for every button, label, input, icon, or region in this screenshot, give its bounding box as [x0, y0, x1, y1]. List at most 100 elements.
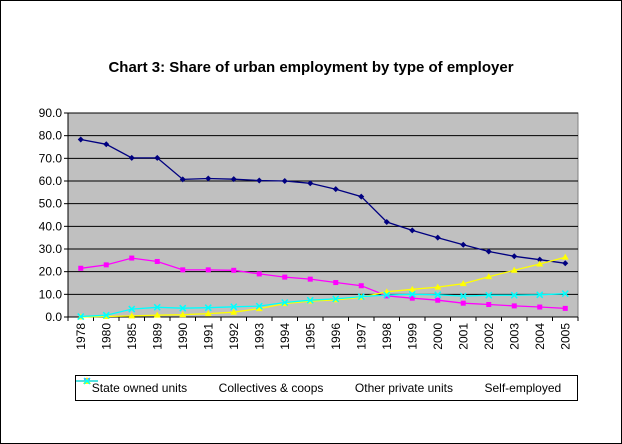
data-point-other-private-units	[230, 308, 238, 315]
x-tick-label: 1996	[329, 323, 343, 350]
data-point-other-private-units	[408, 285, 416, 292]
series-line-other-private-units	[80, 256, 566, 318]
data-point-collectives-coops	[282, 274, 288, 280]
data-point-state-owned-units	[383, 219, 390, 226]
data-point-state-owned-units	[332, 186, 339, 193]
data-point-self-employed	[179, 304, 187, 312]
x-tick-label: 2003	[507, 323, 521, 350]
chart-legend: State owned units Collectives & coops Ot…	[75, 375, 578, 401]
x-tick-label: 1989	[150, 323, 164, 350]
series-line-state-owned-units	[80, 138, 566, 264]
y-tick-label: 40.0	[39, 219, 63, 233]
data-point-collectives-coops	[154, 258, 160, 264]
data-point-self-employed	[204, 304, 212, 312]
x-tick-label: 1997	[354, 323, 368, 350]
data-point-self-employed	[536, 291, 544, 299]
data-point-other-private-units	[255, 305, 263, 312]
data-point-collectives-coops	[129, 255, 135, 261]
x-tick-label: 1985	[125, 323, 139, 350]
data-point-state-owned-units	[103, 141, 110, 148]
data-point-collectives-coops	[333, 280, 339, 286]
data-point-state-owned-units	[230, 176, 237, 183]
data-point-self-employed	[408, 290, 416, 298]
data-point-state-owned-units	[307, 180, 314, 187]
data-point-other-private-units	[434, 283, 442, 290]
data-point-state-owned-units	[536, 256, 543, 263]
x-tick-label: 2001	[456, 323, 470, 350]
y-tick-label: 80.0	[39, 129, 63, 143]
y-tick-label: 10.0	[39, 287, 63, 301]
x-tick-label: 2002	[482, 323, 496, 350]
data-point-state-owned-units	[256, 177, 263, 184]
data-point-collectives-coops	[103, 262, 109, 268]
y-tick-label: 0.0	[45, 310, 62, 324]
data-point-collectives-coops	[486, 302, 492, 308]
y-tick-label: 70.0	[39, 151, 63, 165]
legend-label-collectives: Collectives & coops	[218, 381, 324, 395]
data-point-self-employed	[128, 305, 136, 313]
data-point-other-private-units	[536, 260, 544, 267]
x-tick-label: 2000	[431, 323, 445, 350]
data-point-self-employed	[255, 302, 263, 310]
data-point-collectives-coops	[460, 300, 466, 306]
data-point-other-private-units	[128, 312, 136, 319]
x-tick-label: 1999	[405, 323, 419, 350]
data-point-self-employed	[485, 291, 493, 299]
data-point-other-private-units	[179, 311, 187, 318]
x-tick-label: 1995	[303, 323, 317, 350]
data-point-self-employed	[153, 303, 161, 311]
series-line-collectives-coops	[80, 257, 566, 310]
data-point-state-owned-units	[358, 193, 365, 200]
data-point-self-employed	[510, 291, 518, 299]
legend-item-other-private: Other private units	[76, 377, 453, 395]
x-tick-label: 1990	[176, 323, 190, 350]
legend-swatch-self-employed	[76, 377, 98, 385]
data-point-self-employed	[77, 313, 85, 321]
legend-item-state-owned: State owned units	[76, 378, 187, 395]
data-point-other-private-units	[561, 253, 569, 260]
x-tick-label: 1991	[201, 323, 215, 350]
x-tick-label: 1992	[227, 323, 241, 350]
x-tick-label: 1998	[380, 323, 394, 350]
data-point-self-employed	[230, 303, 238, 311]
data-point-collectives-coops	[180, 267, 186, 273]
data-point-collectives-coops	[256, 271, 262, 277]
data-point-collectives-coops	[511, 303, 517, 309]
legend-item-self-employed: Self-employed	[76, 377, 562, 395]
x-tick-label: 1994	[278, 323, 292, 350]
data-point-collectives-coops	[231, 267, 237, 273]
data-point-state-owned-units	[77, 136, 84, 143]
x-tick-label: 1993	[252, 323, 266, 350]
data-point-collectives-coops	[409, 295, 415, 301]
y-tick-label: 20.0	[39, 265, 63, 279]
data-point-self-employed	[561, 290, 569, 298]
data-point-self-employed	[459, 292, 467, 300]
legend-item-collectives: Collectives & coops	[76, 378, 324, 395]
y-tick-label: 90.0	[39, 106, 63, 120]
data-point-state-owned-units	[154, 154, 161, 161]
data-point-collectives-coops	[358, 283, 364, 289]
data-point-state-owned-units	[409, 227, 416, 234]
y-tick-label: 60.0	[39, 174, 63, 188]
data-point-state-owned-units	[485, 248, 492, 255]
x-tick-label: 2005	[558, 323, 572, 350]
data-point-state-owned-units	[562, 260, 569, 267]
data-point-other-private-units	[510, 266, 518, 273]
data-point-other-private-units	[459, 280, 467, 287]
data-point-collectives-coops	[205, 267, 211, 273]
data-point-state-owned-units	[460, 241, 467, 248]
data-point-collectives-coops	[435, 297, 441, 303]
data-point-collectives-coops	[537, 304, 543, 310]
x-tick-label: 2004	[533, 323, 547, 350]
data-point-other-private-units	[153, 311, 161, 318]
data-point-collectives-coops	[307, 276, 313, 282]
data-point-state-owned-units	[434, 234, 441, 241]
data-point-self-employed	[306, 296, 314, 304]
series-line-self-employed	[80, 293, 566, 318]
data-point-other-private-units	[204, 310, 212, 317]
legend-label-other-private: Other private units	[354, 381, 453, 395]
x-tick-label: 1978	[74, 323, 88, 350]
data-point-self-employed	[434, 291, 442, 299]
legend-label-self-employed: Self-employed	[484, 381, 562, 395]
